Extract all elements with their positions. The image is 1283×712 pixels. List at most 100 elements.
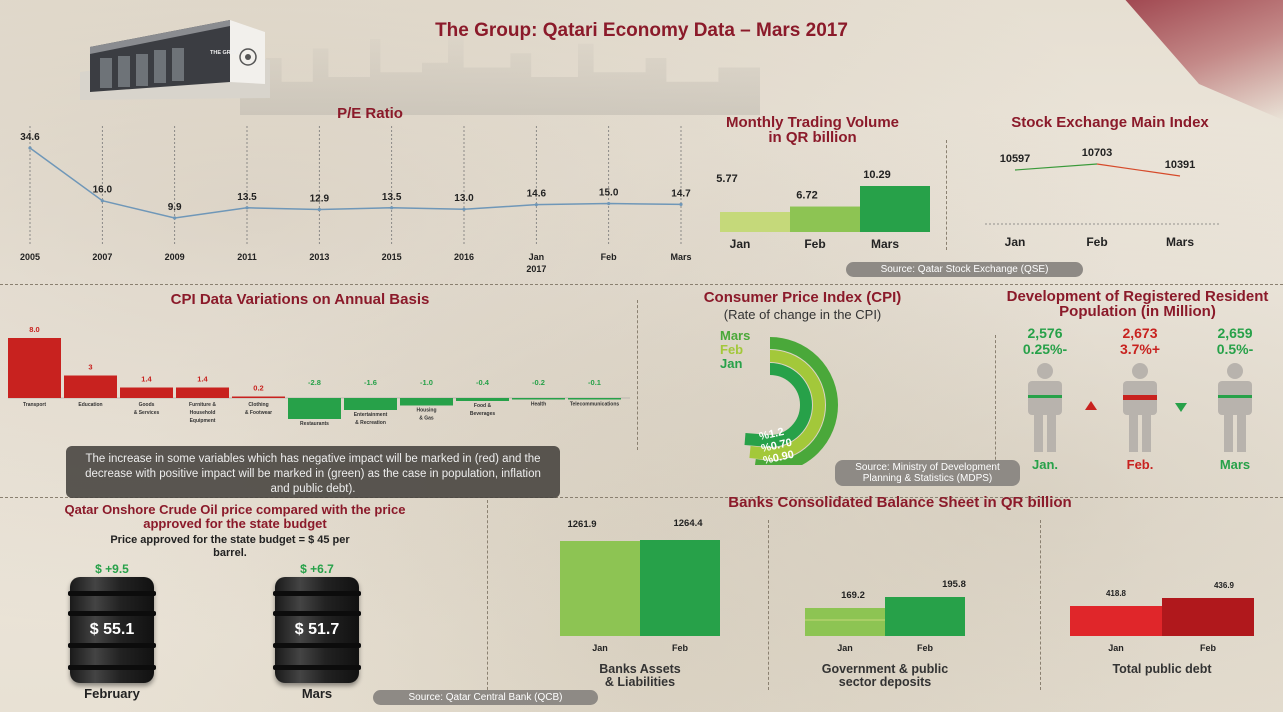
cpi-variation-label: -0.1 <box>588 378 601 387</box>
population-value: 2,673 <box>1122 325 1158 341</box>
bank-caption: Government & public <box>822 662 948 676</box>
cpi-variation-category: Entertainment <box>354 412 388 418</box>
pe-data-label: 9.9 <box>168 202 182 213</box>
cpi-subtitle: (Rate of change in the CPI) <box>723 307 882 322</box>
divider <box>487 500 488 700</box>
oil-approved-label: Price approved for the state budget = $ … <box>110 534 350 559</box>
pe-x-tick-label: 2016 <box>454 252 474 262</box>
pe-point <box>607 201 611 206</box>
volume-data-label: 10.29 <box>863 169 891 181</box>
population-title: Development of Registered Resident Popul… <box>1006 288 1269 320</box>
pe-x-tick-label: 2015 <box>382 252 402 262</box>
population-panel: 2,576 0.25%- Jan. 2,673 3.7%+ Feb. 2,659 0.5%… <box>1005 325 1275 475</box>
cpi-variation-label: 1.4 <box>141 375 152 384</box>
divider <box>768 520 769 690</box>
oil-price: $ 55.1 <box>89 621 135 638</box>
pe-point <box>534 203 538 207</box>
population-change: 0.25%- <box>1022 341 1068 357</box>
pe-x-tick-label: Feb <box>601 252 618 262</box>
bank-x-label: Feb <box>1200 643 1217 653</box>
cpi-variation-bar <box>400 398 453 406</box>
bank-bar <box>560 541 640 636</box>
divider <box>1040 520 1041 690</box>
cpi-variation-bar <box>344 398 397 410</box>
person-icon <box>1212 362 1258 457</box>
cpi-title: Consumer Price Index (CPI) <box>703 289 902 306</box>
bank-x-label: Jan <box>837 643 853 653</box>
pe-data-label: 15.0 <box>599 188 619 199</box>
oil-panel: $ +9.5 $ 55.1 February $ +6.7 $ 51.7 Mars <box>0 560 480 705</box>
banks-chart: 1261.9 Jan 1264.4 Feb Banks Assets& Liabilit… <box>560 518 1254 689</box>
cpi-variation-label: -1.6 <box>364 378 377 387</box>
bank-data-label: 195.8 <box>942 579 966 590</box>
pe-data-label: 34.6 <box>20 132 40 143</box>
population-value: 2,659 <box>1217 325 1253 341</box>
index-data-label: 10703 <box>1082 147 1113 159</box>
cpi-variation-label: -0.4 <box>476 378 490 387</box>
person-icon <box>1117 362 1163 457</box>
bank-caption: Banks Assets <box>599 662 681 676</box>
barrel-rib <box>68 643 156 648</box>
pe-point <box>100 199 104 203</box>
cpi-variation-category: Food & <box>474 403 492 409</box>
cpi-variation-bar <box>8 338 61 398</box>
cpi-variation-bar <box>120 387 173 398</box>
index-x-label: Feb <box>1086 235 1107 249</box>
cpi-variation-category: Restaurants <box>300 421 329 427</box>
population-month: Mars <box>1219 457 1251 472</box>
barrel-rib <box>68 665 156 670</box>
cpi-variation-category: Clothing <box>248 402 268 408</box>
cpi-ring <box>744 363 812 448</box>
pe-data-label: 13.5 <box>237 192 257 203</box>
cpi-variation-category: Health <box>531 402 546 408</box>
volume-bar <box>790 206 860 232</box>
cpi-ring-label: %1.2 <box>758 426 785 443</box>
cpi-variation-label: -2.8 <box>308 378 321 387</box>
population-change: 0.5%- <box>1216 341 1254 357</box>
cpi-variation-label: 1.4 <box>197 375 208 384</box>
pe-ratio-title: P/E Ratio <box>337 105 403 122</box>
arrow-up-icon <box>1085 401 1097 410</box>
oil-month-label: Mars <box>301 686 333 701</box>
oil-month-label: February <box>84 686 140 701</box>
bank-x-label: Jan <box>1108 643 1124 653</box>
bank-data-label: 1261.9 <box>567 519 596 530</box>
stock-index-title: Stock Exchange Main Index <box>1011 114 1209 131</box>
trading-volume-title: Monthly Trading Volume <box>725 114 900 131</box>
bank-bar <box>640 540 720 636</box>
cpi-variation-category: & Footwear <box>245 410 272 416</box>
bank-caption: Total public debt <box>1112 662 1212 676</box>
pe-series-line <box>29 147 682 219</box>
bank-data-label: 1264.4 <box>673 518 703 529</box>
cpi-variation-bar <box>512 398 565 400</box>
pe-point <box>245 206 249 210</box>
bank-data-label: 418.8 <box>1106 589 1127 598</box>
cpi-variation-category: Goods <box>139 402 155 408</box>
cpi-variation-label: -1.0 <box>420 378 433 387</box>
cpi-variation-category: Transport <box>23 402 46 408</box>
cpi-variation-category: Furniture & <box>189 402 216 408</box>
cpi-legend-label: Jan <box>720 356 742 371</box>
bank-bar <box>885 597 965 636</box>
pe-data-label: 13.5 <box>382 192 402 203</box>
cpi-variation-bar <box>64 375 117 398</box>
page-title: The Group: Qatari Economy Data – Mars 20… <box>435 20 848 41</box>
population-month: Feb. <box>1126 457 1154 472</box>
color-legend-note: The increase in some variables which has… <box>66 446 560 498</box>
oil-barrel: $ 55.1 <box>68 577 156 683</box>
volume-x-label: Mars <box>871 237 899 251</box>
cpi-variation-category: Telecommunications <box>570 402 620 408</box>
barrel-rib <box>273 591 361 596</box>
pe-point <box>28 146 32 150</box>
pe-x-tick-label: 2013 <box>309 252 329 262</box>
pe-x-tick-label: 2011 <box>237 252 257 262</box>
barrel-rib <box>273 665 361 670</box>
pe-x-tick-label: 2017 <box>526 264 546 274</box>
pe-x-tick-label: Mars <box>670 252 691 262</box>
bank-bar <box>1070 606 1162 636</box>
bank-bar <box>805 608 885 636</box>
cpi-variation-category: Equipment <box>190 418 216 424</box>
source-qcb: Source: Qatar Central Bank (QCB) <box>373 690 598 705</box>
pe-point <box>679 202 683 206</box>
